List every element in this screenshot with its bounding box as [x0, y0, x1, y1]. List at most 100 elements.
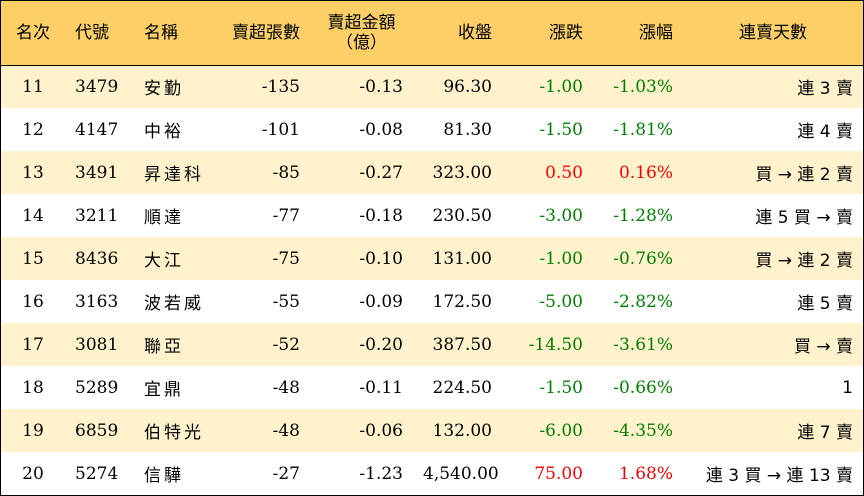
rank-cell: 17	[22, 334, 44, 355]
name-cell: 信驊	[144, 466, 184, 486]
header-net-sell-shares: 賣超張數	[210, 1, 310, 66]
streak-cell: 連 4 賣	[797, 122, 853, 142]
streak-cell: 買 → 賣	[793, 337, 853, 357]
header-row: 名次 代號 名稱 賣超張數 賣超金額 （億） 收盤 漲跌 漲幅 連賣天數	[1, 1, 863, 66]
header-name: 名稱	[134, 1, 210, 66]
streak-cell: 連 3 買 → 連 13 賣	[705, 466, 853, 486]
name-cell: 安勤	[144, 79, 184, 100]
change-pct-cell: -1.28%	[613, 205, 673, 226]
amount-cell: -1.23	[359, 463, 403, 484]
rank-cell: 11	[22, 76, 44, 97]
amount-cell: -0.09	[359, 291, 403, 312]
shares-cell: -48	[272, 377, 300, 398]
code-cell: 6859	[75, 420, 119, 441]
shares-cell: -85	[272, 162, 300, 183]
code-cell: 3211	[75, 205, 119, 226]
amount-cell: -0.08	[359, 119, 403, 140]
name-cell: 中裕	[144, 122, 184, 142]
change-pct-cell: -1.81%	[613, 119, 673, 140]
code-cell: 5274	[75, 463, 119, 484]
amount-cell: -0.18	[359, 205, 403, 226]
table-row: 17 3081 聯亞 -52 -0.20 387.50 -14.50 -3.61…	[1, 323, 863, 366]
code-cell: 3479	[75, 76, 119, 97]
change-pct-cell: -0.66%	[613, 377, 673, 398]
change-pct-cell: 0.16%	[618, 162, 673, 183]
streak-cell: 買 → 連 2 賣	[755, 251, 853, 271]
rank-cell: 18	[22, 377, 44, 398]
table-row: 12 4147 中裕 -101 -0.08 81.30 -1.50 -1.81%…	[1, 108, 863, 151]
streak-cell: 連 5 賣	[797, 294, 853, 314]
close-cell: 131.00	[432, 248, 492, 269]
name-cell: 伯特光	[144, 423, 204, 443]
amount-cell: -0.20	[359, 334, 403, 355]
amount-cell: -0.13	[359, 76, 403, 97]
change-pct-cell: -1.03%	[613, 76, 673, 97]
name-cell: 宜鼎	[144, 380, 184, 400]
header-streak: 連賣天數	[683, 1, 863, 66]
change-pct-cell: -4.35%	[613, 420, 673, 441]
amount-cell: -0.11	[359, 377, 403, 398]
shares-cell: -55	[272, 291, 300, 312]
name-cell: 昇達科	[144, 165, 204, 185]
table-row: 20 5274 信驊 -27 -1.23 4,540.00 75.00 1.68…	[1, 452, 863, 495]
header-close: 收盤	[413, 1, 502, 66]
name-cell: 順達	[144, 208, 184, 228]
streak-cell: 連 5 買 → 賣	[755, 208, 853, 228]
change-pct-cell: -3.61%	[613, 334, 673, 355]
table-row: 13 3491 昇達科 -85 -0.27 323.00 0.50 0.16% …	[1, 151, 863, 194]
header-code: 代號	[65, 1, 134, 66]
change-cell: 75.00	[534, 463, 583, 484]
close-cell: 230.50	[432, 205, 492, 226]
shares-cell: -77	[272, 205, 300, 226]
close-cell: 323.00	[432, 162, 492, 183]
close-cell: 224.50	[432, 377, 492, 398]
code-cell: 3163	[75, 291, 119, 312]
change-cell: -3.00	[539, 205, 583, 226]
shares-cell: -75	[272, 248, 300, 269]
change-cell: -14.50	[528, 334, 583, 355]
table-row: 15 8436 大江 -75 -0.10 131.00 -1.00 -0.76%…	[1, 237, 863, 280]
rank-cell: 20	[22, 463, 44, 484]
close-cell: 81.30	[443, 119, 492, 140]
table-row: 16 3163 波若威 -55 -0.09 172.50 -5.00 -2.82…	[1, 280, 863, 323]
name-cell: 聯亞	[144, 337, 184, 357]
streak-cell: 買 → 連 2 賣	[755, 165, 853, 185]
code-cell: 3491	[75, 162, 119, 183]
amount-cell: -0.06	[359, 420, 403, 441]
code-cell: 8436	[75, 248, 119, 269]
rank-cell: 14	[22, 205, 44, 226]
code-cell: 4147	[75, 119, 119, 140]
close-cell: 4,540.00	[423, 463, 499, 484]
header-rank: 名次	[1, 1, 65, 66]
table-body: 11 3479 安勤 -135 -0.13 96.30 -1.00 -1.03%…	[1, 65, 863, 495]
change-cell: 0.50	[545, 162, 583, 183]
change-cell: -6.00	[539, 420, 583, 441]
rank-cell: 13	[22, 162, 44, 183]
name-cell: 波若威	[144, 294, 204, 314]
streak-cell: 連 7 賣	[797, 423, 853, 443]
name-cell: 大江	[144, 251, 184, 271]
header-net-sell-amount: 賣超金額 （億）	[310, 1, 413, 66]
change-cell: -1.50	[539, 119, 583, 140]
shares-cell: -135	[261, 76, 300, 97]
rank-cell: 12	[22, 119, 44, 140]
change-pct-cell: -2.82%	[613, 291, 673, 312]
shares-cell: -48	[272, 420, 300, 441]
header-change-pct: 漲幅	[593, 1, 683, 66]
shares-cell: -27	[272, 463, 300, 484]
change-cell: -1.00	[539, 76, 583, 97]
table-row: 18 5289 宜鼎 -48 -0.11 224.50 -1.50 -0.66%…	[1, 366, 863, 409]
close-cell: 96.30	[443, 76, 492, 97]
code-cell: 5289	[75, 377, 119, 398]
close-cell: 132.00	[432, 420, 492, 441]
change-cell: -1.50	[539, 377, 583, 398]
close-cell: 172.50	[432, 291, 492, 312]
streak-cell: 1	[842, 377, 853, 398]
change-pct-cell: -0.76%	[613, 248, 673, 269]
shares-cell: -52	[272, 334, 300, 355]
streak-cell: 連 3 賣	[797, 79, 853, 100]
change-cell: -1.00	[539, 248, 583, 269]
shares-cell: -101	[261, 119, 300, 140]
close-cell: 387.50	[432, 334, 492, 355]
